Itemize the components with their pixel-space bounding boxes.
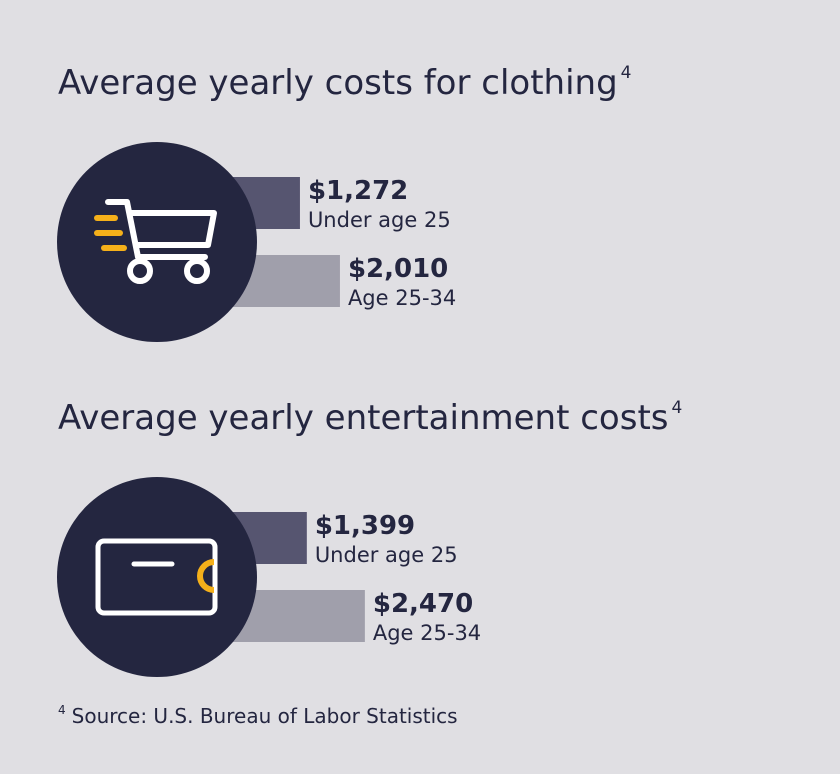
title-marker: 4 xyxy=(621,63,632,83)
chart-title: Average yearly costs for clothing xyxy=(58,63,618,103)
clothing-chart: Average yearly costs for clothing 4 $1,272… xyxy=(58,63,632,310)
card-icon xyxy=(57,477,257,677)
category-label: Under age 25 xyxy=(308,208,451,232)
value-label: $2,010 xyxy=(348,254,448,284)
footnote-source: Source: U.S. Bureau of Labor Statistics xyxy=(72,704,458,728)
footnote-text: 4 Source: U.S. Bureau of Labor Statistics xyxy=(58,703,458,728)
category-label: Age 25-34 xyxy=(348,286,456,310)
icons xyxy=(57,142,257,677)
value-label: $1,399 xyxy=(315,511,415,541)
chart-title: Average yearly entertainment costs xyxy=(58,398,669,438)
cart-icon xyxy=(57,142,257,342)
value-label: $2,470 xyxy=(373,589,473,619)
title-marker: 4 xyxy=(672,398,683,418)
category-label: Under age 25 xyxy=(315,543,458,567)
value-label: $1,272 xyxy=(308,176,408,206)
category-label: Age 25-34 xyxy=(373,621,481,645)
entertainment-chart: Average yearly entertainment costs 4 $1,39… xyxy=(58,398,682,645)
footnote-marker: 4 xyxy=(58,703,66,717)
